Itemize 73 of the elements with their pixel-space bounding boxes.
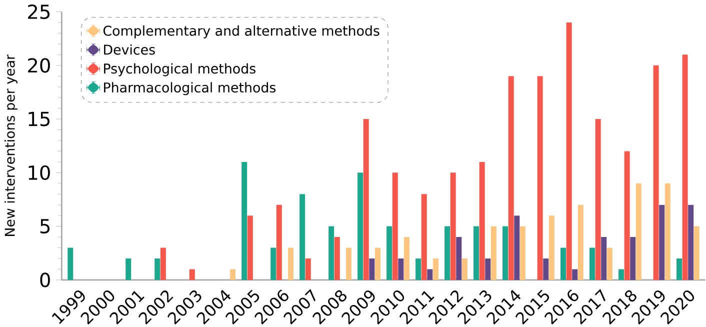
bar xyxy=(416,258,422,280)
bar xyxy=(363,118,369,280)
y-tick-label: 10 xyxy=(28,165,50,180)
bar xyxy=(398,258,404,280)
bar xyxy=(624,151,630,280)
bar xyxy=(189,269,195,280)
bar xyxy=(560,248,566,280)
bar xyxy=(369,258,375,280)
bar xyxy=(444,226,450,280)
bar xyxy=(346,248,352,280)
y-tick-label: 15 xyxy=(28,112,50,126)
bar xyxy=(606,248,612,280)
bar xyxy=(676,258,682,280)
y-tick-label: 0 xyxy=(40,272,50,288)
bar xyxy=(154,258,160,280)
bar xyxy=(404,236,410,280)
bar xyxy=(230,269,236,280)
bar xyxy=(288,248,294,280)
bar xyxy=(636,183,642,280)
bar xyxy=(126,258,132,280)
y-axis-title: New interventions per year xyxy=(4,54,18,236)
bar xyxy=(160,248,166,280)
bar xyxy=(68,248,74,280)
bar xyxy=(520,226,526,280)
bar xyxy=(432,258,438,280)
bar xyxy=(374,248,380,280)
y-tick-label: 25 xyxy=(28,4,50,19)
bar xyxy=(590,248,596,280)
bar xyxy=(328,226,334,280)
bar xyxy=(572,269,578,280)
bar xyxy=(300,194,306,280)
bar xyxy=(618,269,624,280)
bar xyxy=(421,194,427,280)
bar xyxy=(578,204,584,280)
bar xyxy=(508,76,514,280)
bar xyxy=(537,76,543,280)
bar xyxy=(334,236,340,280)
bar xyxy=(664,183,670,280)
bar xyxy=(386,226,392,280)
bar xyxy=(502,226,508,280)
bar xyxy=(276,204,282,280)
bar xyxy=(270,248,276,280)
legend-label: Pharmacological methods xyxy=(104,82,276,95)
bar xyxy=(566,22,572,280)
bar xyxy=(659,204,665,280)
bar xyxy=(688,204,694,280)
bar xyxy=(247,215,253,280)
bar xyxy=(548,215,554,280)
bar xyxy=(450,172,456,280)
bar xyxy=(630,236,636,280)
bar xyxy=(485,258,491,280)
bar xyxy=(392,172,398,280)
legend-label: Devices xyxy=(104,44,155,55)
bar xyxy=(479,162,485,280)
bar xyxy=(474,226,480,280)
bar xyxy=(358,172,364,280)
bar xyxy=(653,65,659,280)
bar xyxy=(305,258,311,280)
y-tick-label: 5 xyxy=(40,218,50,234)
bar xyxy=(456,236,462,280)
bar xyxy=(242,162,248,280)
bar xyxy=(490,226,496,280)
y-tick-label: 20 xyxy=(28,58,50,72)
legend-label: Complementary and alternative methods xyxy=(103,25,380,38)
bar xyxy=(427,269,433,280)
bar xyxy=(514,215,520,280)
bar xyxy=(601,236,607,280)
bar xyxy=(595,118,601,280)
bar xyxy=(462,258,468,280)
bar xyxy=(694,226,700,280)
legend-label: Psychological methods xyxy=(104,63,256,76)
bar xyxy=(543,258,549,280)
bar xyxy=(682,54,688,280)
